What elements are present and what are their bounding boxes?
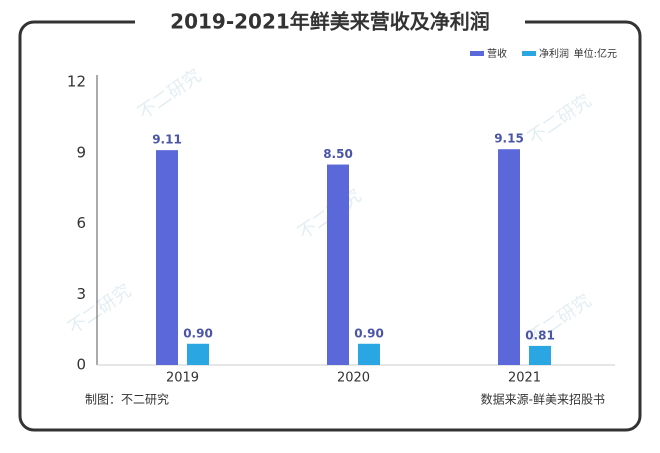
y-tick-label: 6: [76, 214, 86, 232]
credit: 制图：不二研究: [85, 392, 169, 407]
bar: [156, 150, 178, 365]
bar: [358, 343, 380, 365]
bar: [187, 343, 209, 365]
legend-swatch: [522, 51, 536, 56]
watermark: 不二研究: [64, 280, 135, 338]
value-label: 8.50: [323, 147, 353, 161]
value-label: 0.90: [354, 326, 384, 340]
watermark: 不二研究: [134, 65, 205, 123]
x-tick-label: 2019: [166, 371, 199, 386]
legend-label: 净利润: [539, 47, 569, 60]
value-label: 9.11: [152, 133, 182, 147]
y-tick-label: 12: [67, 73, 86, 91]
source: 数据来源-鲜美来招股书: [481, 392, 605, 407]
y-tick-label: 0: [76, 356, 86, 374]
x-tick-label: 2021: [508, 371, 541, 386]
watermark: 不二研究: [524, 90, 595, 148]
legend-label: 营收: [487, 47, 507, 60]
chart-title: 2019-2021年鲜美来营收及净利润: [170, 10, 490, 34]
x-tick-label: 2020: [337, 371, 370, 386]
value-label: 9.15: [494, 132, 524, 146]
title-bg: [135, 10, 525, 36]
bar: [498, 149, 520, 365]
legend-swatch: [470, 51, 484, 56]
unit-label: 单位:亿元: [574, 47, 617, 60]
y-tick-label: 3: [76, 285, 86, 303]
bar: [327, 164, 349, 365]
value-label: 0.90: [183, 326, 213, 340]
bar: [529, 345, 551, 365]
value-label: 0.81: [525, 328, 555, 342]
y-tick-label: 9: [76, 143, 86, 161]
